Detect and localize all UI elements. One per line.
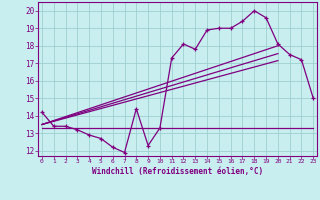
X-axis label: Windchill (Refroidissement éolien,°C): Windchill (Refroidissement éolien,°C) (92, 167, 263, 176)
